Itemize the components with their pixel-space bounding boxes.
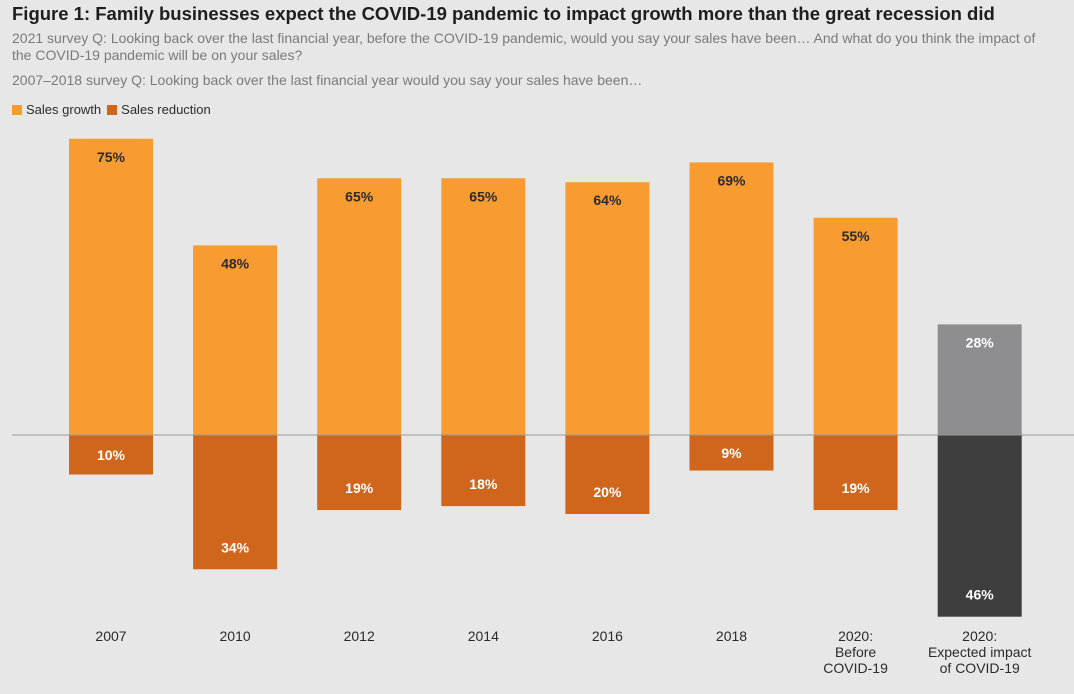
bar-sales-growth bbox=[193, 245, 278, 435]
category-label-line: 2014 bbox=[468, 628, 499, 644]
data-label-sales-growth: 48% bbox=[221, 255, 250, 271]
bar-sales-growth bbox=[441, 178, 526, 435]
category-label: 2016 bbox=[592, 628, 623, 644]
bar-sales-growth bbox=[317, 178, 402, 435]
bar-sales-reduction bbox=[193, 435, 278, 570]
data-label-sales-reduction: 20% bbox=[593, 484, 622, 500]
bar-sales-growth bbox=[689, 162, 774, 435]
data-label-sales-reduction: 19% bbox=[842, 480, 871, 496]
survey-question-2007-2018: 2007–2018 survey Q: Looking back over th… bbox=[12, 72, 643, 88]
category-label-line: Before bbox=[835, 644, 876, 660]
data-label-sales-growth: 65% bbox=[345, 188, 374, 204]
chart-title: Figure 1: Family businesses expect the C… bbox=[12, 3, 995, 24]
category-label-line: 2020: bbox=[962, 628, 997, 644]
legend-label-sales-reduction: Sales reduction bbox=[121, 102, 211, 117]
data-label-sales-reduction: 34% bbox=[221, 539, 250, 555]
bar-sales-growth bbox=[565, 182, 650, 435]
legend-item-sales-growth: Sales growth bbox=[12, 102, 101, 117]
data-label-sales-growth: 75% bbox=[97, 149, 126, 165]
category-label-line: 2010 bbox=[220, 628, 251, 644]
data-label-sales-reduction: 10% bbox=[97, 447, 126, 463]
data-label-sales-reduction: 19% bbox=[345, 480, 374, 496]
category-label: 2018 bbox=[716, 628, 747, 644]
bar-sales-growth bbox=[69, 138, 153, 435]
legend-swatch-sales-growth bbox=[12, 104, 22, 115]
data-label-sales-growth: 69% bbox=[717, 172, 746, 188]
category-label-line: 2007 bbox=[95, 628, 126, 644]
category-label-line: 2016 bbox=[592, 628, 623, 644]
category-label: 2010 bbox=[220, 628, 251, 644]
category-label-line: of COVID-19 bbox=[940, 660, 1020, 676]
category-label: 2020: Expected impact of COVID-19 bbox=[928, 628, 1032, 676]
data-label-sales-growth: 55% bbox=[842, 228, 871, 244]
category-label: 2007 bbox=[95, 628, 126, 644]
bar-sales-reduction bbox=[937, 435, 1022, 617]
bar-sales-reduction bbox=[813, 435, 898, 511]
category-label-line: 2020: bbox=[838, 628, 873, 644]
category-label-line: Expected impact bbox=[928, 644, 1032, 660]
category-label: 2014 bbox=[468, 628, 499, 644]
bar-sales-reduction bbox=[69, 435, 153, 475]
category-label: 2012 bbox=[344, 628, 375, 644]
bar-sales-growth bbox=[937, 324, 1022, 435]
data-label-sales-growth: 65% bbox=[469, 188, 498, 204]
category-label-line: 2018 bbox=[716, 628, 747, 644]
legend-label-sales-growth: Sales growth bbox=[26, 102, 102, 117]
category-label: 2020: Before COVID-19 bbox=[823, 628, 888, 676]
data-label-sales-reduction: 18% bbox=[469, 476, 498, 492]
bar-sales-reduction bbox=[317, 435, 402, 511]
category-label-line: COVID-19 bbox=[823, 660, 888, 676]
data-label-sales-growth: 28% bbox=[966, 334, 995, 350]
category-label-line: 2012 bbox=[344, 628, 375, 644]
legend-item-sales-reduction: Sales reduction bbox=[107, 102, 211, 117]
bar-sales-reduction bbox=[689, 435, 774, 471]
bar-sales-growth bbox=[813, 217, 898, 435]
survey-question-2021: 2021 survey Q: Looking back over the las… bbox=[12, 30, 1036, 63]
legend-swatch-sales-reduction bbox=[107, 104, 118, 115]
bar-sales-reduction bbox=[565, 435, 650, 514]
data-label-sales-growth: 64% bbox=[593, 192, 622, 208]
chart-legend: Sales growth Sales reduction bbox=[12, 102, 217, 117]
data-label-sales-reduction: 9% bbox=[721, 445, 742, 461]
data-label-sales-reduction: 46% bbox=[966, 587, 995, 603]
bar-sales-reduction bbox=[441, 435, 526, 507]
